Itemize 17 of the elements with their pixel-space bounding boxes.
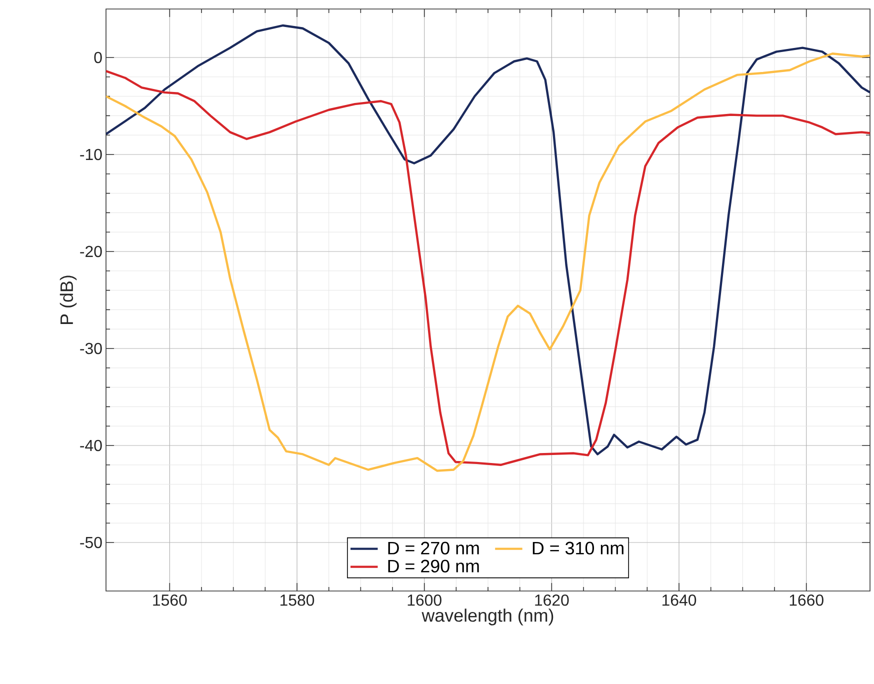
y-tick-label: -10 (80, 148, 102, 160)
y-tick-label: -50 (80, 536, 102, 548)
y-tick-label: -40 (80, 440, 102, 452)
y-tick-label: -20 (80, 246, 102, 258)
y-axis-title: P (dB) (60, 276, 77, 324)
x-tick-label: 1600 (408, 594, 442, 606)
x-tick-label: 1640 (662, 594, 696, 606)
y-tick-label: 0 (94, 52, 102, 64)
x-tick-label: 1620 (535, 594, 569, 606)
x-tick-label: 1660 (790, 594, 824, 606)
legend-label: D = 270 nm (388, 542, 479, 554)
x-tick-label: 1580 (280, 594, 314, 606)
legend-label: D = 290 nm (388, 560, 479, 572)
y-tick-label: -30 (80, 342, 102, 354)
x-axis-title: wavelength (nm) (422, 608, 554, 626)
x-tick-label: 1560 (153, 594, 187, 606)
legend-label: D = 310 nm (532, 542, 624, 554)
